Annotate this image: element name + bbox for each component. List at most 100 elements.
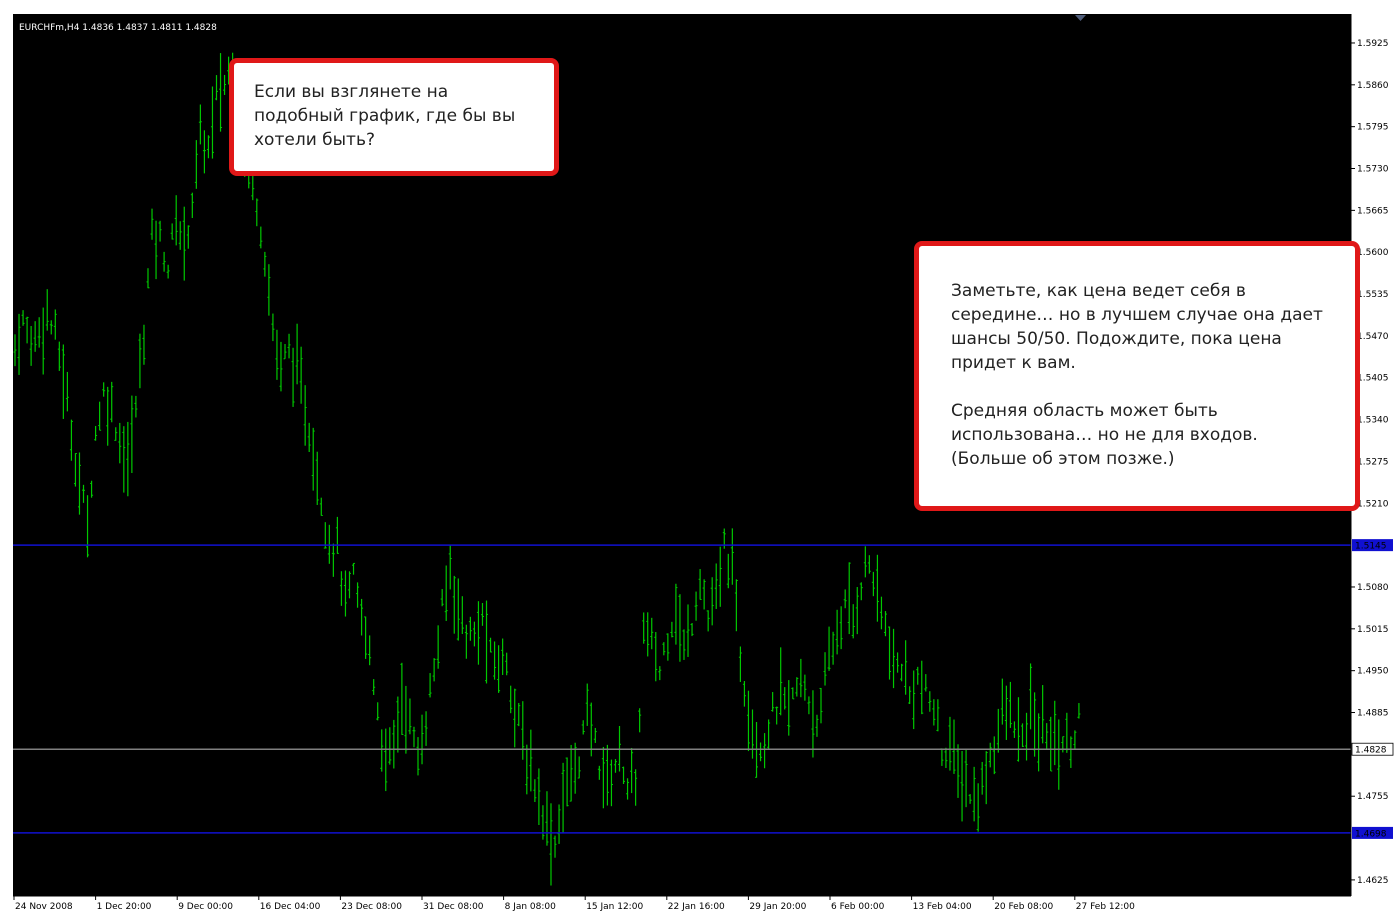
ohlc-bar bbox=[174, 195, 178, 246]
ohlc-bar bbox=[194, 140, 198, 189]
ohlc-bar bbox=[13, 334, 17, 367]
ohlc-bar bbox=[847, 562, 851, 635]
ohlc-bar bbox=[295, 323, 299, 385]
ohlc-bar bbox=[557, 804, 561, 844]
ohlc-bar bbox=[783, 687, 787, 710]
ohlc-bar bbox=[859, 582, 863, 601]
ohlc-bar bbox=[642, 612, 646, 644]
ohlc-bar bbox=[666, 633, 670, 661]
x-tick-label: 8 Jan 08:00 bbox=[505, 902, 557, 911]
ohlc-bar bbox=[460, 596, 464, 635]
ohlc-bar bbox=[811, 690, 815, 758]
price-axis: 1.5925 1.5860 1.5795 1.5730 1.5665 1.5600 1.55… bbox=[1350, 14, 1389, 896]
x-tick-label: 9 Dec 00:00 bbox=[178, 902, 233, 911]
ohlc-bar bbox=[992, 736, 996, 775]
ohlc-bar bbox=[863, 546, 867, 578]
ohlc-bar bbox=[210, 86, 214, 159]
ohlc-bar bbox=[605, 744, 609, 806]
ohlc-bar bbox=[541, 805, 545, 840]
ohlc-bar bbox=[807, 696, 811, 715]
ohlc-bar bbox=[948, 716, 952, 771]
ohlc-bar bbox=[686, 604, 690, 657]
ohlc-bar bbox=[976, 783, 980, 832]
ohlc-bar bbox=[738, 646, 742, 682]
ohlc-bar bbox=[493, 641, 497, 680]
ohlc-bar bbox=[416, 737, 420, 776]
ohlc-bar bbox=[803, 674, 807, 701]
y-tick-label: 1.5535 bbox=[1357, 290, 1389, 300]
x-tick-label: 20 Feb 08:00 bbox=[994, 902, 1053, 911]
shift-marker-icon[interactable] bbox=[1075, 15, 1086, 21]
ohlc-bar bbox=[73, 453, 77, 487]
ohlc-bar bbox=[61, 344, 65, 419]
callout-right: Заметьте, как цена ведет себя в середине… bbox=[914, 241, 1360, 511]
ohlc-bar bbox=[577, 756, 581, 779]
callout-top-text: Если вы взглянете на подобный график, гд… bbox=[254, 82, 516, 150]
x-tick-label: 27 Feb 12:00 bbox=[1076, 902, 1135, 911]
y-tick-label: 1.4625 bbox=[1357, 876, 1389, 886]
ohlc-bar bbox=[630, 747, 634, 794]
ohlc-bar bbox=[597, 765, 601, 780]
ohlc-bar bbox=[138, 333, 142, 389]
ohlc-bar bbox=[299, 346, 303, 404]
ohlc-bar bbox=[1041, 685, 1045, 744]
ohlc-bar bbox=[41, 307, 45, 375]
ohlc-bar bbox=[400, 662, 404, 735]
ohlc-bar bbox=[900, 663, 904, 682]
ohlc-bar bbox=[347, 571, 351, 599]
ohlc-bar bbox=[843, 589, 847, 609]
ohlc-bar bbox=[835, 609, 839, 655]
ohlc-bar bbox=[98, 401, 102, 431]
ohlc-bar bbox=[1057, 719, 1061, 790]
y-tick-label: 1.4950 bbox=[1357, 667, 1389, 677]
ohlc-bar bbox=[440, 589, 444, 607]
ohlc-bar bbox=[311, 427, 315, 491]
ohlc-bar bbox=[912, 670, 916, 730]
ohlc-bar bbox=[883, 611, 887, 637]
ohlc-bar bbox=[412, 726, 416, 748]
ohlc-bar bbox=[283, 343, 287, 360]
ohlc-bar bbox=[307, 422, 311, 453]
x-tick-label: 13 Feb 04:00 bbox=[913, 902, 972, 911]
ohlc-bar bbox=[170, 223, 174, 240]
ohlc-bar bbox=[1021, 723, 1024, 748]
ohlc-bar bbox=[521, 701, 525, 760]
ohlc-bar bbox=[593, 727, 597, 743]
x-tick-label: 23 Dec 08:00 bbox=[341, 902, 402, 911]
y-tick-label: 1.5405 bbox=[1357, 374, 1389, 384]
ohlc-bar bbox=[267, 264, 271, 316]
ohlc-bar bbox=[142, 324, 146, 365]
ohlc-bar bbox=[626, 778, 630, 800]
ohlc-bar bbox=[65, 371, 69, 412]
ohlc-bar bbox=[819, 687, 823, 724]
ohlc-bar bbox=[501, 638, 505, 675]
y-tick-label: 1.5795 bbox=[1357, 123, 1389, 133]
x-tick-label: 15 Jan 12:00 bbox=[586, 902, 643, 911]
current-price-tag bbox=[1351, 742, 1394, 756]
level-price-tag bbox=[1352, 539, 1393, 552]
ohlc-bar bbox=[851, 604, 855, 639]
horizontal-levels: 1.5145 1.4698 1.4828 bbox=[13, 539, 1394, 839]
ohlc-bar bbox=[37, 317, 41, 348]
ohlc-bar bbox=[53, 309, 57, 340]
x-tick-label: 16 Dec 04:00 bbox=[260, 902, 321, 911]
ohlc-bar bbox=[1049, 716, 1053, 772]
level-price-label: 1.4698 bbox=[1355, 829, 1387, 839]
ohlc-bar bbox=[662, 642, 666, 656]
ohlc-bar bbox=[694, 591, 698, 621]
ohlc-bar bbox=[275, 329, 279, 380]
ohlc-bar bbox=[658, 666, 662, 681]
ohlc-bar bbox=[952, 719, 956, 774]
ohlc-bar bbox=[223, 74, 227, 95]
ohlc-bar bbox=[45, 289, 49, 331]
ohlc-bar bbox=[21, 310, 25, 326]
ohlc-bar bbox=[291, 347, 295, 407]
ohlc-bar bbox=[388, 727, 392, 765]
ohlc-bar bbox=[718, 546, 722, 607]
y-tick-label: 1.5275 bbox=[1357, 457, 1389, 467]
ohlc-bar bbox=[746, 690, 750, 752]
ohlc-bar bbox=[831, 631, 835, 665]
ohlc-bar bbox=[106, 386, 110, 446]
y-tick-label: 1.5925 bbox=[1357, 39, 1389, 49]
